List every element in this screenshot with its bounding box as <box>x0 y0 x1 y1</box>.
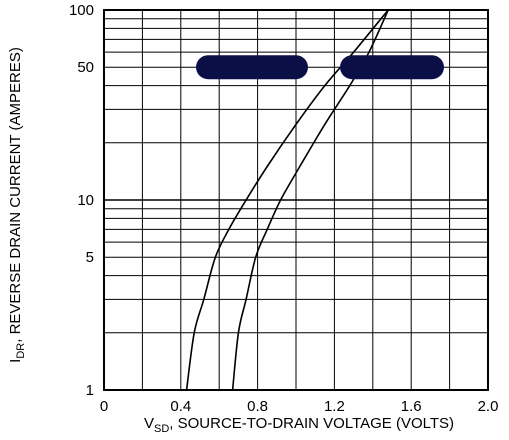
plot-frame <box>103 9 489 391</box>
annotations: TJ = 150°C TJ = 25°C <box>196 55 444 80</box>
x-tick-label: 0.8 <box>247 398 268 415</box>
x-tick-label: 2.0 <box>478 398 499 415</box>
x-tick-label: 1.6 <box>401 398 422 415</box>
series-label: TJ = 25°C <box>364 59 420 76</box>
y-tick-label: 100 <box>69 2 94 19</box>
series-label: TJ = 150°C <box>220 59 284 76</box>
series-label-pill <box>340 55 444 80</box>
series-label-pill <box>196 55 308 80</box>
tick-labels: 0 0.4 0.8 1.2 1.6 2.0 1 5 10 50 100 <box>69 2 498 415</box>
x-tick-label: 1.2 <box>324 398 345 415</box>
x-tick-label: 0 <box>100 398 108 415</box>
y-tick-label: 5 <box>86 249 94 266</box>
x-axis-label: VSD, SOURCE-TO-DRAIN VOLTAGE (VOLTS) <box>144 415 454 435</box>
x-tick-label: 0.4 <box>170 398 191 415</box>
y-tick-label: 50 <box>77 59 94 76</box>
y-tick-label: 1 <box>86 382 94 399</box>
y-tick-label: 10 <box>77 192 94 209</box>
series-line-1 <box>185 9 389 391</box>
y-axis-label: IDR, REVERSE DRAIN CURRENT (AMPERES) <box>7 47 27 363</box>
